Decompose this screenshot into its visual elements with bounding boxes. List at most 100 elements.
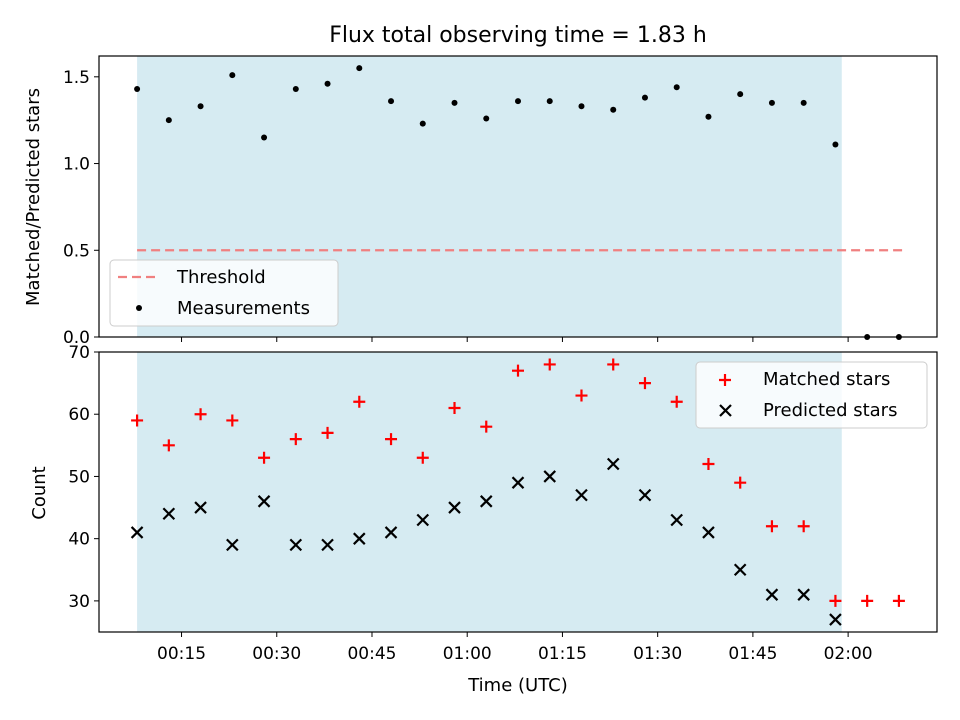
measurement-point [229,72,236,79]
x-tick-label: 02:00 [824,644,873,664]
matched-star-point [353,395,366,408]
predicted-star-point [670,513,683,527]
legend-measurements-swatch [136,305,142,311]
bottom-legend: Matched stars Predicted stars [695,361,928,429]
predicted-star-point [511,476,525,489]
predicted-star-point [226,538,239,552]
y-tick-label: 40 [68,530,90,550]
y-tick-label: 1.0 [63,155,90,175]
matched-star-point [321,426,334,439]
predicted-star-point [543,470,557,483]
matched-star-point [131,414,144,427]
top-panel: 0.0 0.5 1.0 1.5 Matched/Predicted stars Thr… [23,55,938,348]
legend-matched-label: Matched stars [763,369,890,390]
matched-star-point [670,395,683,408]
matched-star-point [448,402,461,414]
top-plot-frame [98,55,938,338]
x-tick-label: 01:45 [728,644,777,664]
y-tick-label: 50 [68,467,90,487]
measurement-point [578,103,585,110]
predicted-star-point [765,588,779,601]
top-legend: Threshold Measurements [109,259,339,327]
bottom-legend-box [695,361,928,429]
measurement-point [324,80,331,87]
matched-star-point [829,594,842,607]
matched-star-point [702,458,715,470]
predicted-stars-points [130,457,842,626]
bottom-y-axis: 30 40 50 60 70 [68,343,99,612]
matched-star-point [575,389,588,402]
matched-stars-points [131,358,905,607]
matched-star-point [765,520,778,533]
predicted-star-point [479,495,493,508]
measurement-point [800,99,807,106]
measurement-point [483,115,490,122]
measurement-point [134,85,141,92]
y-tick-label: 1.5 [63,68,90,88]
predicted-star-point [384,526,398,539]
predicted-star-point [289,538,303,552]
bottom-y-axis-label: Count [29,466,50,519]
matched-star-point [512,364,524,377]
predicted-star-point [194,501,207,514]
x-tick-label: 01:30 [633,644,682,664]
y-tick-label: 60 [68,405,90,425]
measurement-point [356,65,363,72]
x-tick-label: 00:45 [347,644,396,664]
predicted-star-point [829,613,842,626]
predicted-star-point [575,488,588,502]
bottom-panel: 30 40 50 60 70 00:15 00:30 00:45 01:00 01:15 01:3… [29,343,938,696]
matched-star-point [861,594,874,607]
legend-threshold-label: Threshold [176,267,266,288]
x-tick-label: 01:00 [443,644,492,664]
predicted-star-point [733,563,747,577]
matched-star-point [480,420,493,433]
matched-star-point [892,594,905,607]
predicted-star-point [162,507,176,521]
bottom-plot-frame [98,351,938,633]
measurement-point [388,98,395,105]
measurement-point [419,120,426,127]
predicted-star-point [448,501,461,514]
matched-star-point [638,377,651,390]
y-tick-label: 70 [68,343,90,363]
measurement-point [261,134,268,141]
measurement-point [546,98,553,105]
x-tick-label: 01:15 [538,644,587,664]
legend-measurements-label: Measurements [177,298,310,319]
measurement-point [768,99,775,106]
predicted-star-point [797,588,810,601]
measurement-point [641,94,648,101]
legend-matched-swatch [719,374,731,386]
top-legend-box [109,259,339,327]
y-tick-label: 0.5 [63,241,90,261]
measurement-point [197,103,204,110]
predicted-star-point [416,513,430,527]
predicted-star-point [130,526,144,539]
x-tick-label: 00:15 [157,644,206,664]
predicted-star-point [638,488,652,502]
bottom-x-axis: 00:15 00:30 00:45 01:00 01:15 01:30 01:45 02:00 [157,632,873,664]
matched-star-point [734,476,747,489]
predicted-star-point [606,457,620,471]
matched-star-point [226,414,239,427]
measurement-point [165,117,172,124]
measurement-point [515,98,521,105]
predicted-star-point [353,532,366,545]
measurement-points [134,65,902,340]
measurement-point [705,113,712,120]
measurement-point [832,141,839,148]
matched-star-point [543,358,556,371]
measurement-point [292,85,299,92]
x-tick-label: 00:30 [252,644,301,664]
y-tick-label: 0.0 [63,328,90,348]
predicted-star-point [257,495,271,508]
y-tick-label: 30 [68,592,90,612]
legend-predicted-label: Predicted stars [763,400,897,421]
x-axis-label: Time (UTC) [467,675,568,696]
measurement-point [673,84,680,91]
measurement-point [610,106,617,113]
chart-title: Flux total observing time = 1.83 h [329,23,707,48]
matched-star-point [289,433,302,446]
